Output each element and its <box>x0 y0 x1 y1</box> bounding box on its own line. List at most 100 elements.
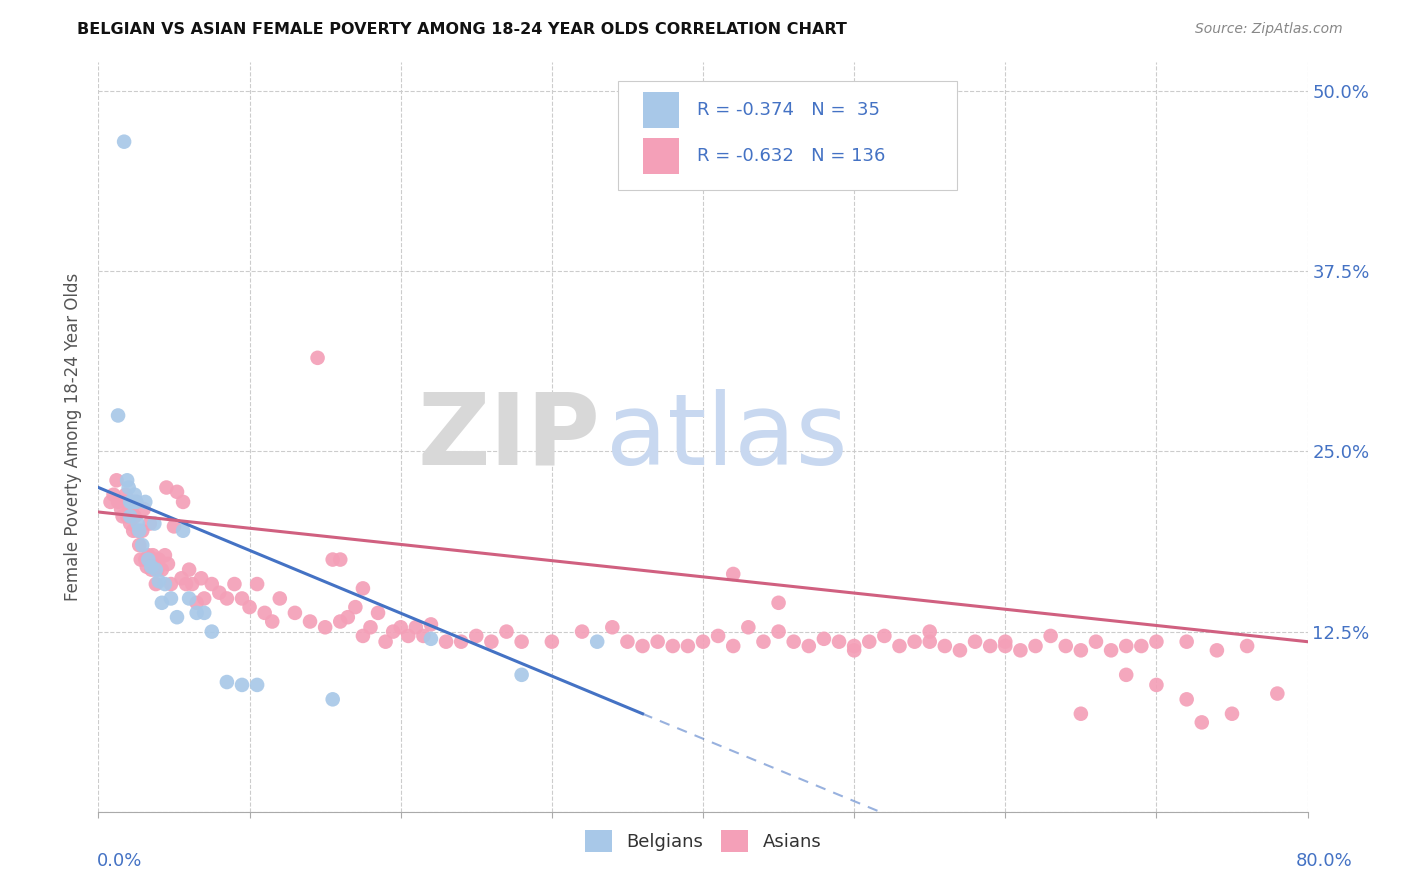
Point <box>208 585 231 599</box>
Point <box>707 629 730 643</box>
Point <box>110 502 132 516</box>
Point <box>155 481 177 495</box>
Point <box>142 548 165 562</box>
Point <box>174 577 197 591</box>
Point <box>172 524 194 538</box>
Point <box>127 516 149 531</box>
Point <box>253 606 276 620</box>
Point <box>115 509 138 524</box>
Point <box>186 606 208 620</box>
Point <box>124 488 146 502</box>
Point <box>1144 634 1167 648</box>
Point <box>1267 687 1289 701</box>
Point <box>1220 706 1243 721</box>
Point <box>145 563 167 577</box>
Point <box>1236 639 1258 653</box>
Point <box>299 615 322 629</box>
Point <box>307 351 329 365</box>
Point <box>1085 634 1108 648</box>
Point <box>136 552 159 566</box>
Point <box>692 634 714 648</box>
Point <box>121 495 143 509</box>
Point <box>127 524 149 538</box>
Point <box>131 524 153 538</box>
Point <box>918 634 941 648</box>
Point <box>122 495 145 509</box>
Point <box>181 577 204 591</box>
Point <box>215 675 238 690</box>
Point <box>150 563 173 577</box>
Text: R = -0.374   N =  35: R = -0.374 N = 35 <box>697 102 880 120</box>
Point <box>1115 668 1137 682</box>
Point <box>602 620 624 634</box>
Point <box>828 634 851 648</box>
Point <box>145 577 167 591</box>
Point <box>105 473 128 487</box>
Point <box>163 519 186 533</box>
Point <box>231 678 253 692</box>
Point <box>201 577 224 591</box>
Text: BELGIAN VS ASIAN FEMALE POVERTY AMONG 18-24 YEAR OLDS CORRELATION CHART: BELGIAN VS ASIAN FEMALE POVERTY AMONG 18… <box>77 22 848 37</box>
Point <box>994 639 1017 653</box>
Point <box>120 495 142 509</box>
Point <box>783 634 806 648</box>
Point <box>170 571 193 585</box>
Point <box>112 495 135 509</box>
Point <box>797 639 820 653</box>
Point <box>360 620 382 634</box>
Point <box>193 591 215 606</box>
Point <box>367 606 389 620</box>
Point <box>134 552 156 566</box>
Point <box>153 548 176 562</box>
Point <box>405 620 427 634</box>
Point <box>1175 634 1198 648</box>
Point <box>141 563 163 577</box>
Point <box>153 577 176 591</box>
Point <box>160 591 183 606</box>
Point <box>148 574 170 589</box>
Point <box>128 524 150 538</box>
Point <box>616 634 638 648</box>
Point <box>322 692 344 706</box>
Point <box>450 634 472 648</box>
Point <box>918 624 941 639</box>
Point <box>120 509 142 524</box>
Point <box>134 495 156 509</box>
FancyBboxPatch shape <box>619 81 957 190</box>
Point <box>723 639 745 653</box>
Text: Source: ZipAtlas.com: Source: ZipAtlas.com <box>1195 22 1343 37</box>
Point <box>131 538 153 552</box>
Point <box>115 473 138 487</box>
Point <box>994 634 1017 648</box>
Point <box>224 577 246 591</box>
Point <box>215 591 238 606</box>
Point <box>1115 639 1137 653</box>
Point <box>246 678 269 692</box>
Point <box>723 566 745 581</box>
Point <box>1024 639 1046 653</box>
Point <box>510 634 533 648</box>
Point <box>121 502 143 516</box>
Text: atlas: atlas <box>606 389 848 485</box>
Point <box>1175 692 1198 706</box>
Point <box>114 488 136 502</box>
Point <box>571 624 593 639</box>
Point <box>1144 678 1167 692</box>
Point <box>352 582 374 596</box>
Point <box>103 488 125 502</box>
Point <box>128 538 150 552</box>
Point <box>352 629 374 643</box>
Point <box>262 615 284 629</box>
Point <box>314 620 336 634</box>
Point <box>752 634 775 648</box>
Point <box>143 552 166 566</box>
Point <box>146 563 169 577</box>
Point <box>284 606 307 620</box>
Point <box>1070 706 1092 721</box>
Point <box>934 639 956 653</box>
Point <box>156 557 179 571</box>
Point <box>661 639 683 653</box>
Point <box>631 639 654 653</box>
Point <box>100 495 122 509</box>
Point <box>125 495 148 509</box>
